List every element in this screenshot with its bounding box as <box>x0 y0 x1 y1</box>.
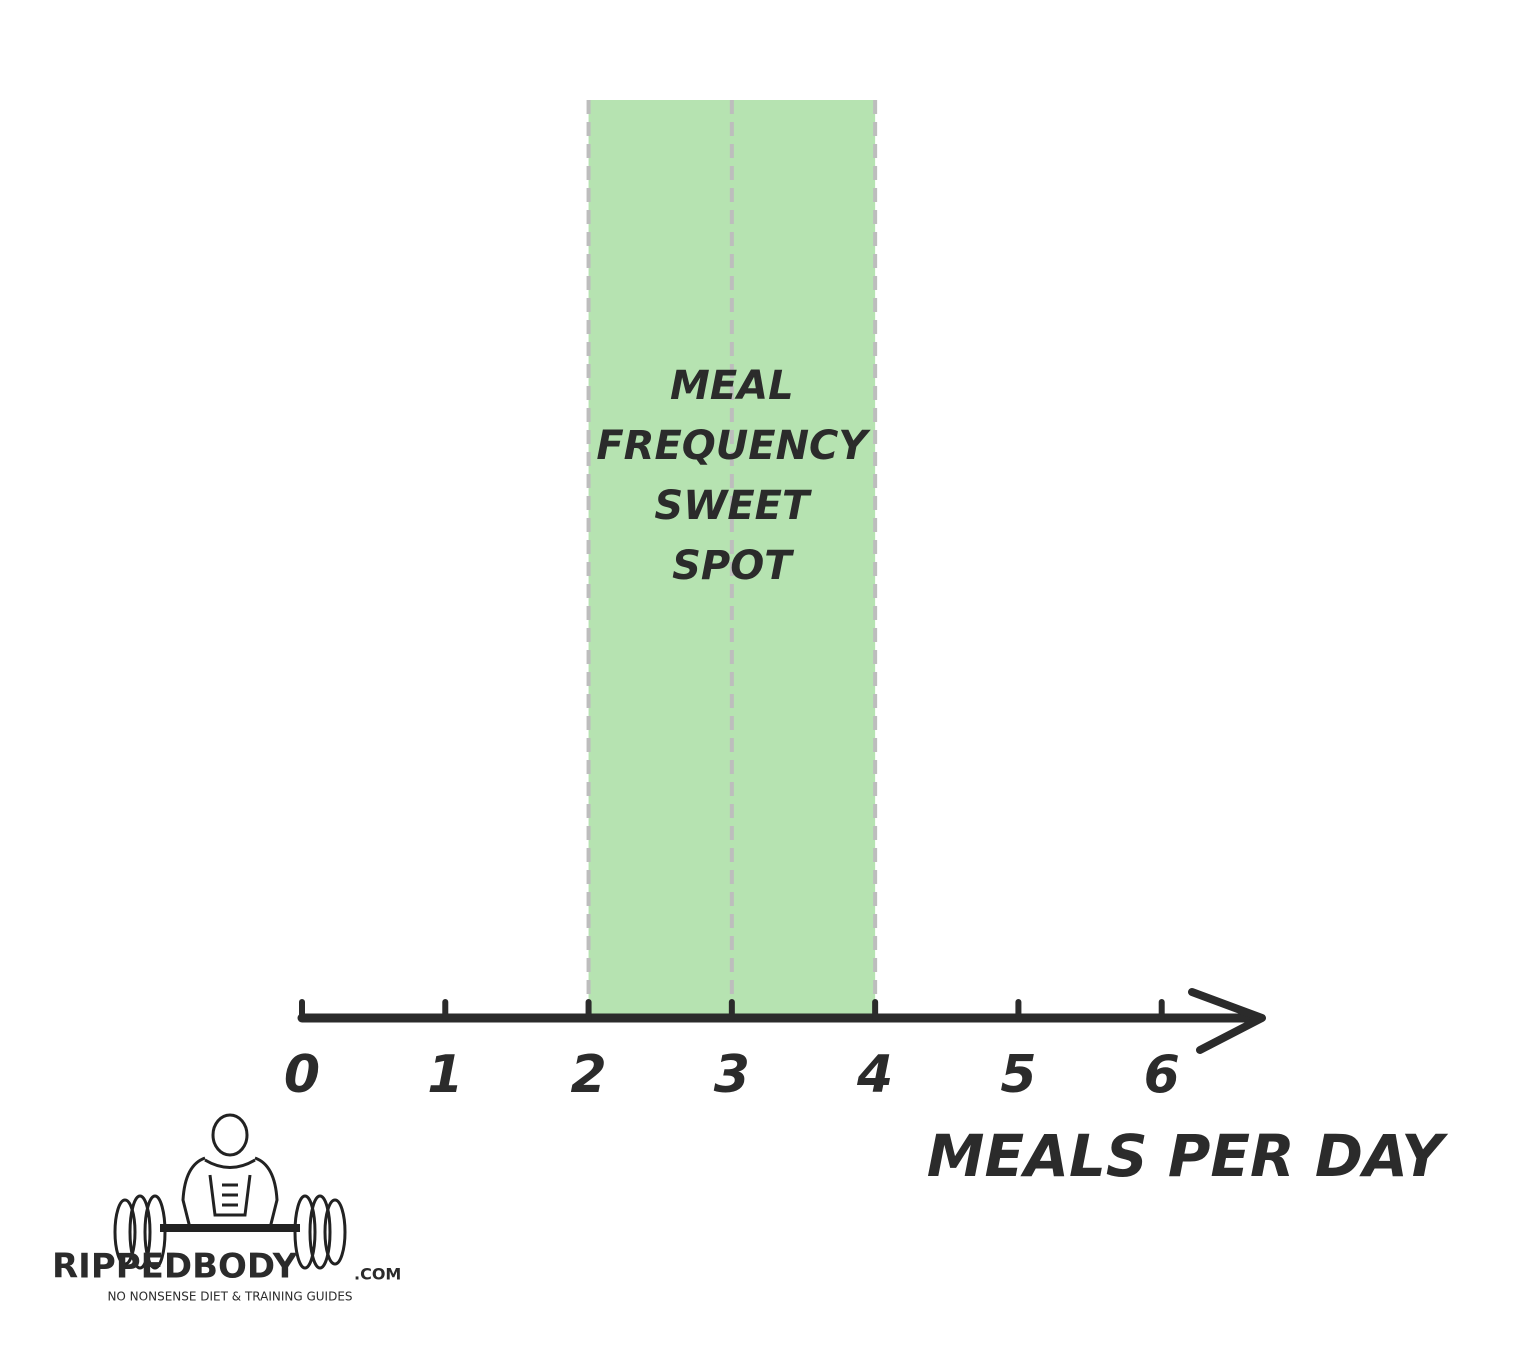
x-tick-label: 0 <box>284 1045 320 1105</box>
axis-arrow <box>1188 988 1266 1054</box>
x-axis-label: MEALS PER DAY <box>927 1122 1449 1190</box>
logo-icon <box>113 1113 347 1270</box>
x-tick-label: 6 <box>1144 1045 1180 1105</box>
logo-tagline: NO NONSENSE DIET & TRAINING GUIDES <box>107 1290 352 1304</box>
logo: RIPPEDBODY .COM NO NONSENSE DIET & TRAIN… <box>52 1113 401 1304</box>
annotation-line: SPOT <box>672 543 794 589</box>
x-tick-label: 1 <box>427 1045 463 1105</box>
x-tick-label: 5 <box>1000 1045 1036 1105</box>
x-tick-label: 2 <box>570 1045 606 1105</box>
plot: MEAL FREQUENCY SWEET SPOT 0 1 2 3 4 5 6 <box>284 100 1266 1105</box>
logo-name: RIPPEDBODY <box>52 1247 298 1287</box>
x-tick-label: 4 <box>856 1045 893 1105</box>
annotation-line: MEAL <box>670 363 794 409</box>
annotation-line: SWEET <box>654 483 812 529</box>
x-tick-label: 3 <box>714 1045 750 1105</box>
logo-suffix: .COM <box>354 1265 401 1284</box>
annotation-line: FREQUENCY <box>596 423 871 469</box>
sweet-spot-band <box>588 100 876 1018</box>
